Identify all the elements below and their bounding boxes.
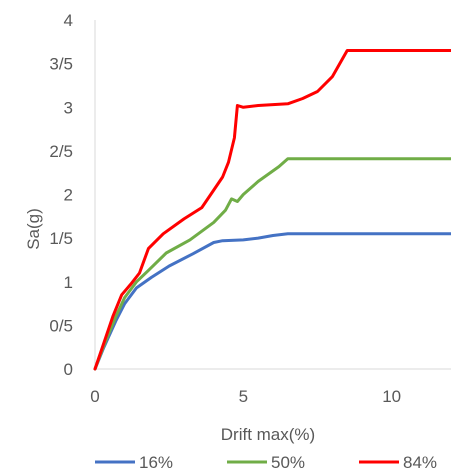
legend: 16% 50% 84% xyxy=(95,453,437,471)
y-tick-label: 3 xyxy=(64,98,73,117)
legend-label: 16% xyxy=(139,453,173,471)
y-tick-label: 3/5 xyxy=(49,55,73,74)
legend-label: 50% xyxy=(271,453,305,471)
y-tick-label: 0/5 xyxy=(49,316,73,335)
x-tick-label: 0 xyxy=(90,387,99,406)
series-line-84pct xyxy=(93,49,451,371)
y-tick-label: 1 xyxy=(64,273,73,292)
y-tick-label: 4 xyxy=(64,11,73,30)
x-tick-label: 5 xyxy=(239,387,248,406)
series-line-16pct xyxy=(93,232,451,371)
series-group xyxy=(93,49,451,371)
legend-label: 84% xyxy=(403,453,437,471)
y-tick-label: 2 xyxy=(64,186,73,205)
y-axis-label: Sa(g) xyxy=(24,208,43,250)
axes: 0 0/5 1 1/5 2 2/5 3 3/5 4 0 5 10 xyxy=(49,11,451,406)
series-line-50pct xyxy=(93,157,451,371)
y-tick-label: 1/5 xyxy=(49,229,73,248)
y-tick-label: 0 xyxy=(64,360,73,379)
x-axis-label: Drift max(%) xyxy=(221,425,315,444)
y-tick-label: 2/5 xyxy=(49,142,73,161)
x-tick-label: 10 xyxy=(382,387,401,406)
